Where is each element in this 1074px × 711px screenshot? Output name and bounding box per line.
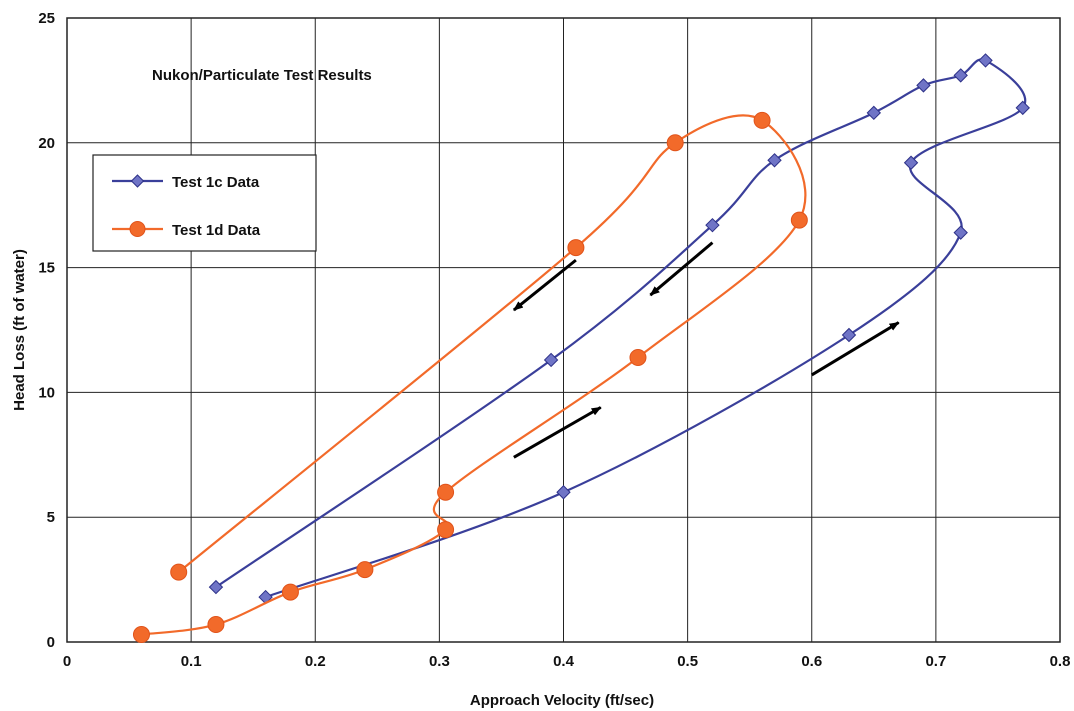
data-point-diamond bbox=[866, 105, 882, 121]
y-tick-label: 15 bbox=[38, 260, 55, 277]
data-point-circle bbox=[281, 583, 299, 601]
data-point-diamond bbox=[1015, 100, 1030, 116]
data-point-diamond bbox=[705, 217, 720, 233]
data-point-diamond bbox=[841, 327, 857, 343]
legend-box bbox=[92, 154, 317, 252]
x-tick-label: 0.6 bbox=[801, 653, 822, 670]
data-point-diamond bbox=[543, 352, 559, 368]
data-point-circle bbox=[170, 563, 188, 581]
series-test-1c bbox=[208, 53, 1030, 605]
series-line bbox=[141, 114, 807, 636]
legend-item-test-1c: Test 1c Data bbox=[112, 174, 260, 191]
legend-label-test-1d: Test 1d Data bbox=[172, 222, 261, 239]
series-line bbox=[215, 58, 1027, 599]
y-tick-label: 10 bbox=[38, 384, 55, 401]
x-axis-title: Approach Velocity (ft/sec) bbox=[470, 692, 654, 709]
y-axis-title: Head Loss (ft of water) bbox=[11, 249, 28, 411]
gridlines bbox=[66, 17, 1061, 643]
x-tick-label: 0.3 bbox=[429, 653, 450, 670]
legend: Test 1c Data Test 1d Data bbox=[92, 154, 317, 252]
series-test-1d bbox=[132, 111, 808, 644]
data-point-circle bbox=[629, 348, 647, 366]
data-point-circle bbox=[753, 111, 771, 129]
direction-arrow bbox=[649, 241, 714, 297]
data-point-circle bbox=[356, 561, 374, 579]
data-point-diamond bbox=[978, 53, 993, 68]
data-point-diamond bbox=[556, 485, 571, 500]
direction-arrow bbox=[513, 406, 602, 459]
y-axis-ticks: 0 5 10 15 20 25 bbox=[38, 10, 55, 651]
data-point-diamond bbox=[208, 579, 224, 595]
data-point-circle bbox=[437, 483, 455, 501]
legend-marker-circle bbox=[129, 221, 146, 237]
data-point-circle bbox=[132, 626, 150, 644]
legend-marker-diamond bbox=[130, 174, 145, 188]
x-tick-label: 0.2 bbox=[305, 653, 326, 670]
chart-title: Nukon/Particulate Test Results bbox=[152, 67, 372, 84]
legend-label-test-1c: Test 1c Data bbox=[172, 174, 260, 191]
x-tick-label: 0.4 bbox=[553, 653, 575, 670]
data-point-circle bbox=[790, 211, 808, 229]
data-point-diamond bbox=[953, 225, 968, 240]
legend-item-test-1d: Test 1d Data bbox=[112, 221, 261, 239]
data-point-circle bbox=[567, 239, 585, 257]
data-point-diamond bbox=[767, 153, 782, 168]
data-point-diamond bbox=[903, 155, 919, 170]
data-point-diamond bbox=[953, 68, 968, 83]
annotation-arrows bbox=[512, 241, 900, 459]
series-layer bbox=[132, 53, 1030, 644]
x-tick-label: 0 bbox=[63, 653, 71, 670]
y-tick-label: 0 bbox=[47, 634, 55, 651]
data-point-circle bbox=[207, 616, 225, 634]
direction-arrow bbox=[810, 321, 900, 377]
plot-area bbox=[66, 17, 1061, 643]
y-tick-label: 20 bbox=[38, 135, 55, 152]
x-axis-ticks: 0 0.1 0.2 0.3 0.4 0.5 0.6 0.7 0.8 bbox=[63, 653, 1071, 670]
x-tick-label: 0.5 bbox=[677, 653, 698, 670]
data-point-circle bbox=[666, 134, 684, 152]
x-tick-label: 0.8 bbox=[1050, 653, 1071, 670]
x-tick-label: 0.7 bbox=[925, 653, 946, 670]
x-tick-label: 0.1 bbox=[181, 653, 202, 670]
y-tick-label: 5 bbox=[47, 509, 55, 526]
y-tick-label: 25 bbox=[38, 10, 55, 27]
direction-arrow bbox=[512, 258, 577, 312]
data-point-diamond bbox=[916, 78, 931, 93]
data-point-circle bbox=[437, 521, 455, 539]
